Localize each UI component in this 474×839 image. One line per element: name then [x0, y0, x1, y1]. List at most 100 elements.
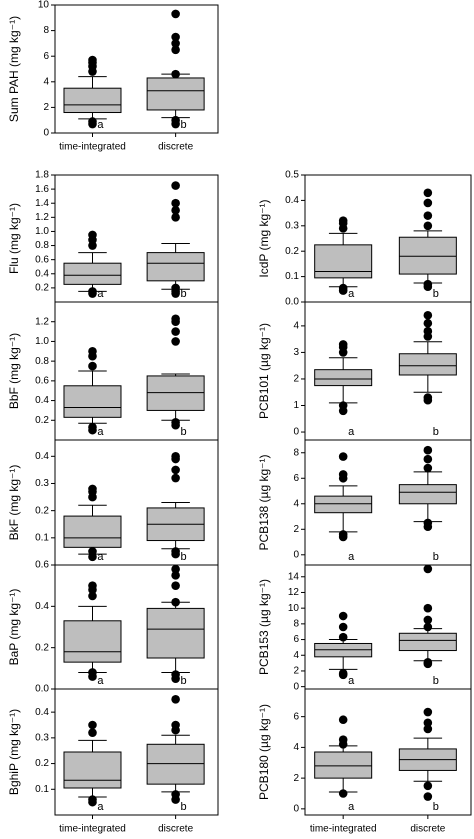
y-axis-label: IcdP (mg kg⁻¹) [257, 199, 271, 277]
outlier [88, 117, 97, 126]
box [398, 484, 457, 505]
y-tick-label: 0.6 [35, 375, 49, 386]
significance-letter: b [433, 426, 439, 438]
y-tick-label: 1 [293, 400, 299, 411]
box [398, 236, 457, 275]
outlier [338, 632, 348, 642]
box [398, 632, 457, 652]
box [146, 607, 205, 659]
outlier [88, 728, 97, 738]
y-tick-label: 10 [38, 0, 50, 11]
outlier [171, 9, 180, 19]
outlier [171, 473, 180, 483]
outlier [423, 221, 433, 231]
outlier [171, 45, 180, 55]
outlier [88, 287, 97, 296]
outlier [423, 603, 433, 613]
outlier [338, 452, 348, 461]
y-tick-label: 1.4 [35, 198, 49, 209]
outlier [88, 230, 97, 240]
outlier [423, 564, 433, 574]
outlier [338, 622, 348, 632]
outlier [338, 669, 348, 678]
outlier [423, 393, 433, 402]
box [314, 751, 373, 779]
y-tick-label: 0.2 [35, 283, 49, 294]
significance-letter: a [348, 551, 355, 563]
outlier [338, 735, 348, 745]
significance-letter: b [181, 288, 187, 300]
outlier [423, 445, 433, 455]
y-axis-label: Flu (mg kg⁻¹) [7, 203, 21, 274]
outlier [171, 465, 180, 475]
outlier [171, 564, 180, 574]
y-tick-label: 0.3 [285, 220, 299, 231]
outlier [88, 361, 97, 371]
y-tick-label: 0.2 [285, 246, 299, 257]
outlier [171, 581, 180, 590]
outlier [171, 32, 180, 42]
outlier [423, 326, 433, 336]
outlier [171, 198, 180, 208]
y-axis-label: PCB153 (µg kg⁻¹) [257, 579, 271, 675]
y-axis-label: BkF (mg kg⁻¹) [7, 465, 21, 541]
y-tick-label: 2 [293, 524, 299, 535]
y-tick-label: 4 [293, 321, 299, 332]
x-tick-label: discrete [158, 142, 193, 153]
y-tick-label: 0.3 [35, 478, 49, 489]
outlier [171, 452, 180, 461]
y-tick-label: 6 [293, 634, 299, 645]
x-tick-label: time-integrated [310, 824, 377, 835]
y-tick-label: 0.8 [35, 240, 49, 251]
y-tick-label: 0.2 [35, 415, 49, 426]
outlier [338, 401, 348, 410]
outlier [423, 718, 433, 728]
outlier [171, 694, 180, 704]
y-tick-label: 0.2 [35, 642, 49, 653]
outlier [171, 314, 180, 324]
outlier [423, 463, 433, 473]
outlier [88, 422, 97, 432]
y-tick-label: 0.0 [35, 684, 49, 695]
outlier [423, 658, 433, 667]
y-tick-label: 4 [293, 650, 299, 661]
outlier [338, 611, 348, 621]
y-axis-label: BbF (mg kg⁻¹) [7, 333, 21, 409]
y-tick-label: 0 [293, 549, 299, 560]
y-tick-label: 8 [43, 25, 49, 36]
y-tick-label: 0.1 [285, 271, 299, 282]
outlier [423, 518, 433, 528]
outlier [171, 720, 180, 730]
y-tick-label: 0.1 [35, 532, 49, 543]
y-tick-label: 4 [43, 76, 49, 87]
outlier [423, 724, 433, 734]
y-tick-label: 0.5 [285, 170, 299, 181]
y-tick-label: 1.6 [35, 184, 49, 195]
y-tick-label: 12 [288, 587, 300, 598]
y-tick-label: 2 [43, 102, 49, 113]
outlier [423, 454, 433, 464]
y-tick-label: 0.8 [35, 356, 49, 367]
x-tick-label: discrete [158, 824, 193, 835]
y-axis-label: BghiP (mg kg⁻¹) [7, 709, 21, 795]
box [63, 515, 122, 548]
outlier [423, 318, 433, 328]
y-axis-label: PCB138 (µg kg⁻¹) [257, 455, 271, 551]
x-tick-label: time-integrated [59, 142, 126, 153]
plot-frame [54, 4, 219, 134]
y-tick-label: 0.4 [35, 268, 49, 279]
y-tick-label: 0.4 [35, 707, 49, 718]
outlier [88, 591, 97, 601]
y-tick-label: 0.6 [35, 254, 49, 265]
outlier [171, 205, 180, 215]
outlier [88, 795, 97, 804]
y-tick-label: 1.2 [35, 316, 49, 327]
y-tick-label: 2 [293, 773, 299, 784]
y-tick-label: 0 [293, 681, 299, 692]
y-tick-label: 0.4 [35, 451, 49, 462]
significance-letter: a [348, 801, 355, 813]
box [63, 385, 122, 418]
outlier [338, 530, 348, 539]
outlier [88, 581, 97, 590]
significance-letter: a [97, 119, 104, 131]
